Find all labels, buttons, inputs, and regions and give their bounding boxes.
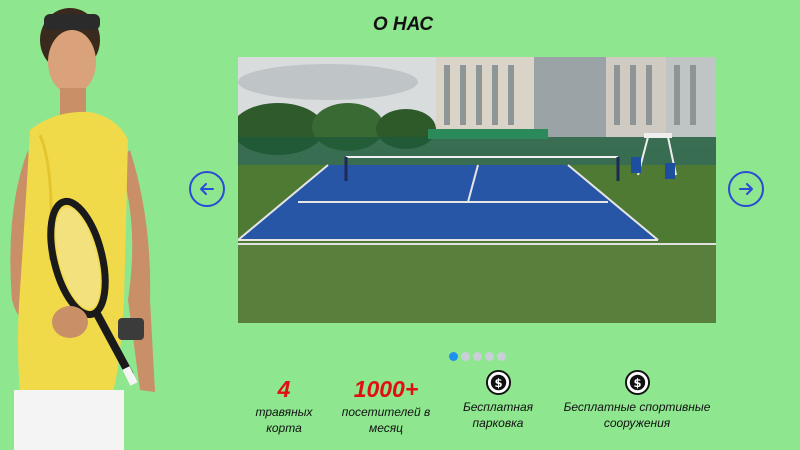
- feature-parking: $ Бесплатная парковка: [452, 370, 544, 431]
- feature-value: 4: [277, 376, 291, 402]
- slider-pagination: [449, 352, 506, 361]
- slider-dot[interactable]: [485, 352, 494, 361]
- arrow-left-icon: [200, 183, 214, 195]
- dollar-sign-icon: $: [624, 370, 650, 395]
- tennis-player-image: [10, 8, 155, 450]
- slider-dot[interactable]: [461, 352, 470, 361]
- feature-label: травяных корта: [255, 405, 313, 435]
- arrow-right-icon: [739, 183, 753, 195]
- slider-dot[interactable]: [497, 352, 506, 361]
- svg-text:$: $: [494, 376, 502, 390]
- feature-visitors: 1000+ посетителей в месяц: [330, 376, 442, 436]
- slider-dot[interactable]: [449, 352, 458, 361]
- slider-image: [238, 57, 716, 323]
- feature-label: Бесплатные спортивные сооружения: [563, 400, 711, 430]
- feature-label: Бесплатная парковка: [462, 400, 534, 430]
- dollar-sign-icon: $: [485, 370, 511, 395]
- feature-value: 1000+: [353, 376, 419, 402]
- feature-sports-facilities: $ Бесплатные спортивные сооружения: [552, 370, 722, 431]
- feature-courts: 4 травяных корта: [240, 376, 328, 436]
- slider-next-button[interactable]: [728, 171, 764, 207]
- slider-prev-button[interactable]: [189, 171, 225, 207]
- svg-text:$: $: [633, 376, 641, 390]
- page-title: О НАС: [372, 14, 434, 35]
- feature-label: посетителей в месяц: [341, 405, 431, 435]
- slider-dot[interactable]: [473, 352, 482, 361]
